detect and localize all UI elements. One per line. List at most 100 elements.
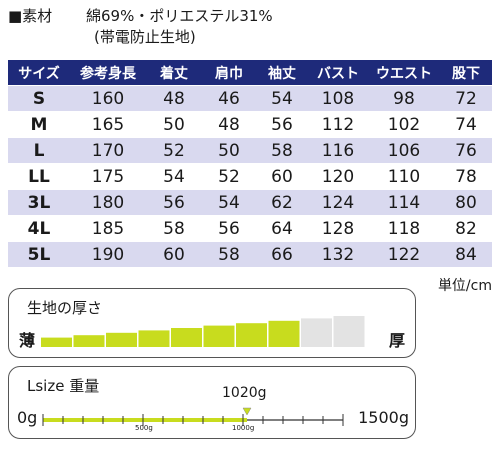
thickness-segment <box>73 335 105 347</box>
thickness-segment <box>171 328 202 347</box>
cell-height: 190 <box>70 241 146 267</box>
material-section: ■素材 綿69%・ポリエステル31% (帯電防止生地) <box>8 6 273 48</box>
cell-size: 4L <box>8 215 70 241</box>
cell-length: 48 <box>146 85 202 111</box>
tick-1000-label: 1000g <box>232 424 255 432</box>
size-table-header-row: サイズ 参考身長 着丈 肩巾 袖丈 バスト ウエスト 股下 <box>8 60 492 85</box>
thickness-segment <box>333 316 365 347</box>
size-row: S 160 48 46 54 108 98 72 <box>8 85 492 111</box>
thickness-segment <box>268 320 300 347</box>
cell-waist: 114 <box>368 189 440 215</box>
cell-bust: 112 <box>308 111 368 137</box>
cell-size: L <box>8 137 70 163</box>
cell-sleeve: 64 <box>256 215 308 241</box>
cell-bust: 132 <box>308 241 368 267</box>
thickness-segment <box>138 330 170 347</box>
cell-inseam: 76 <box>440 137 492 163</box>
cell-sleeve: 60 <box>256 163 308 189</box>
cell-height: 165 <box>70 111 146 137</box>
cell-sleeve: 58 <box>256 137 308 163</box>
cell-shoulder: 52 <box>202 163 256 189</box>
cell-length: 52 <box>146 137 202 163</box>
size-row: 5L 190 60 58 66 132 122 84 <box>8 241 492 267</box>
thick-label: 厚 <box>388 331 405 350</box>
cell-inseam: 78 <box>440 163 492 189</box>
header-waist: ウエスト <box>368 60 440 85</box>
weight-max-label: 1500g <box>358 408 409 427</box>
cell-shoulder: 58 <box>202 241 256 267</box>
cell-bust: 124 <box>308 189 368 215</box>
header-bust: バスト <box>308 60 368 85</box>
thickness-segment <box>106 332 137 347</box>
cell-sleeve: 56 <box>256 111 308 137</box>
cell-height: 175 <box>70 163 146 189</box>
weight-marker <box>242 407 252 416</box>
cell-waist: 106 <box>368 137 440 163</box>
cell-inseam: 84 <box>440 241 492 267</box>
cell-size: S <box>8 85 70 111</box>
thickness-segment <box>203 325 235 347</box>
cell-length: 58 <box>146 215 202 241</box>
size-row: LL 175 54 52 60 120 110 78 <box>8 163 492 189</box>
cell-sleeve: 66 <box>256 241 308 267</box>
cell-height: 160 <box>70 85 146 111</box>
cell-inseam: 80 <box>440 189 492 215</box>
size-table: サイズ 参考身長 着丈 肩巾 袖丈 バスト ウエスト 股下 S 160 48 46 54… <box>8 60 492 267</box>
tick-500-label: 500g <box>135 424 153 432</box>
cell-inseam: 72 <box>440 85 492 111</box>
cell-length: 56 <box>146 189 202 215</box>
thickness-segment <box>301 318 332 347</box>
header-length: 着丈 <box>146 60 202 85</box>
cell-bust: 120 <box>308 163 368 189</box>
header-height: 参考身長 <box>70 60 146 85</box>
cell-shoulder: 56 <box>202 215 256 241</box>
weight-fill <box>43 418 247 422</box>
thickness-segment <box>41 337 72 347</box>
cell-waist: 110 <box>368 163 440 189</box>
cell-shoulder: 48 <box>202 111 256 137</box>
cell-shoulder: 54 <box>202 189 256 215</box>
cell-height: 185 <box>70 215 146 241</box>
cell-sleeve: 54 <box>256 85 308 111</box>
cell-length: 60 <box>146 241 202 267</box>
size-table-body: S 160 48 46 54 108 98 72 M 165 50 48 56 112 102 74 L 170 5… <box>8 85 492 267</box>
cell-height: 170 <box>70 137 146 163</box>
cell-bust: 128 <box>308 215 368 241</box>
size-row: 3L 180 56 54 62 124 114 80 <box>8 189 492 215</box>
cell-bust: 116 <box>308 137 368 163</box>
cell-size: M <box>8 111 70 137</box>
cell-length: 50 <box>146 111 202 137</box>
unit-label: 単位/cm <box>437 278 492 294</box>
cell-size: 3L <box>8 189 70 215</box>
material-label: ■素材 <box>8 7 53 25</box>
cell-length: 54 <box>146 163 202 189</box>
cell-bust: 108 <box>308 85 368 111</box>
weight-panel: Lsize 重量 0g 1500g 1020g 500g 1000g <box>8 366 416 439</box>
header-size: サイズ <box>8 60 70 85</box>
weight-min-label: 0g <box>17 408 38 427</box>
cell-shoulder: 46 <box>202 85 256 111</box>
cell-height: 180 <box>70 189 146 215</box>
cell-size: 5L <box>8 241 70 267</box>
weight-scale <box>42 407 344 426</box>
weight-title: Lsize 重量 <box>27 377 100 395</box>
cell-waist: 102 <box>368 111 440 137</box>
cell-waist: 98 <box>368 85 440 111</box>
header-inseam: 股下 <box>440 60 492 85</box>
cell-inseam: 74 <box>440 111 492 137</box>
cell-shoulder: 50 <box>202 137 256 163</box>
thickness-panel: 生地の厚さ 薄 厚 <box>8 288 416 358</box>
cell-waist: 122 <box>368 241 440 267</box>
size-row: L 170 52 50 58 116 106 76 <box>8 137 492 163</box>
header-sleeve: 袖丈 <box>256 60 308 85</box>
weight-value-label: 1020g <box>222 385 267 401</box>
material-note: (帯電防止生地) <box>94 28 196 46</box>
thickness-segment <box>236 323 267 347</box>
thin-label: 薄 <box>19 331 36 350</box>
header-shoulder: 肩巾 <box>202 60 256 85</box>
cell-inseam: 82 <box>440 215 492 241</box>
material-row: ■素材 綿69%・ポリエステル31% <box>8 6 273 27</box>
size-row: M 165 50 48 56 112 102 74 <box>8 111 492 137</box>
thickness-title: 生地の厚さ <box>27 299 103 317</box>
cell-sleeve: 62 <box>256 189 308 215</box>
